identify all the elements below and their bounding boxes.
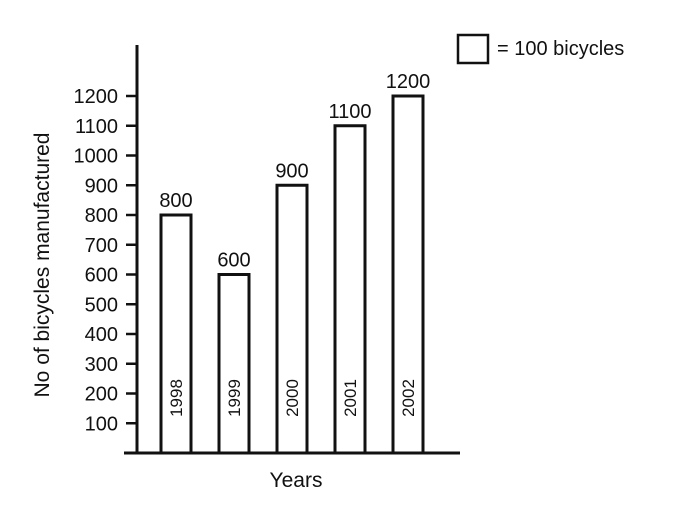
bar bbox=[217, 273, 251, 455]
legend: = 100 bicycles bbox=[456, 33, 624, 65]
y-tick-label: 700 bbox=[85, 235, 118, 257]
bar-value-label: 1200 bbox=[386, 71, 431, 93]
y-tick-label: 300 bbox=[85, 354, 118, 376]
y-tick-label: 600 bbox=[85, 265, 118, 287]
y-axis-ticks: 100 200 300 400 500 600 700 800 900 1000 1100 1200 bbox=[74, 86, 137, 435]
bar-value-label: 800 bbox=[159, 190, 192, 212]
legend-text: = 100 bicycles bbox=[497, 38, 624, 60]
bar bbox=[391, 94, 425, 455]
category-label: 2000 bbox=[283, 379, 302, 417]
y-tick-label: 1000 bbox=[74, 146, 119, 168]
bar bbox=[275, 183, 309, 455]
y-tick-label: 400 bbox=[85, 324, 118, 346]
category-label: 1998 bbox=[167, 379, 186, 417]
bar bbox=[333, 124, 367, 455]
y-axis-label: No of bicycles manufactured bbox=[31, 133, 54, 398]
y-tick-label: 200 bbox=[85, 384, 118, 406]
y-tick-label: 1200 bbox=[74, 86, 119, 108]
y-tick-label: 900 bbox=[85, 175, 118, 197]
y-tick-label: 800 bbox=[85, 205, 118, 227]
x-axis-label: Years bbox=[270, 469, 323, 492]
bar-value-label: 900 bbox=[275, 160, 308, 182]
legend-swatch bbox=[456, 33, 490, 65]
category-label: 1999 bbox=[225, 379, 244, 417]
category-label: 2001 bbox=[341, 379, 360, 417]
bars-group: 800 1998 600 1999 900 2000 1100 2001 1200 2002 bbox=[159, 71, 431, 455]
bar-value-label: 600 bbox=[217, 250, 250, 272]
y-tick-label: 1100 bbox=[75, 116, 118, 138]
category-label: 2002 bbox=[399, 379, 418, 417]
y-tick-label: 100 bbox=[85, 413, 118, 435]
bar bbox=[159, 213, 193, 455]
y-tick-label: 500 bbox=[85, 294, 118, 316]
bar-value-label: 1100 bbox=[328, 101, 371, 123]
